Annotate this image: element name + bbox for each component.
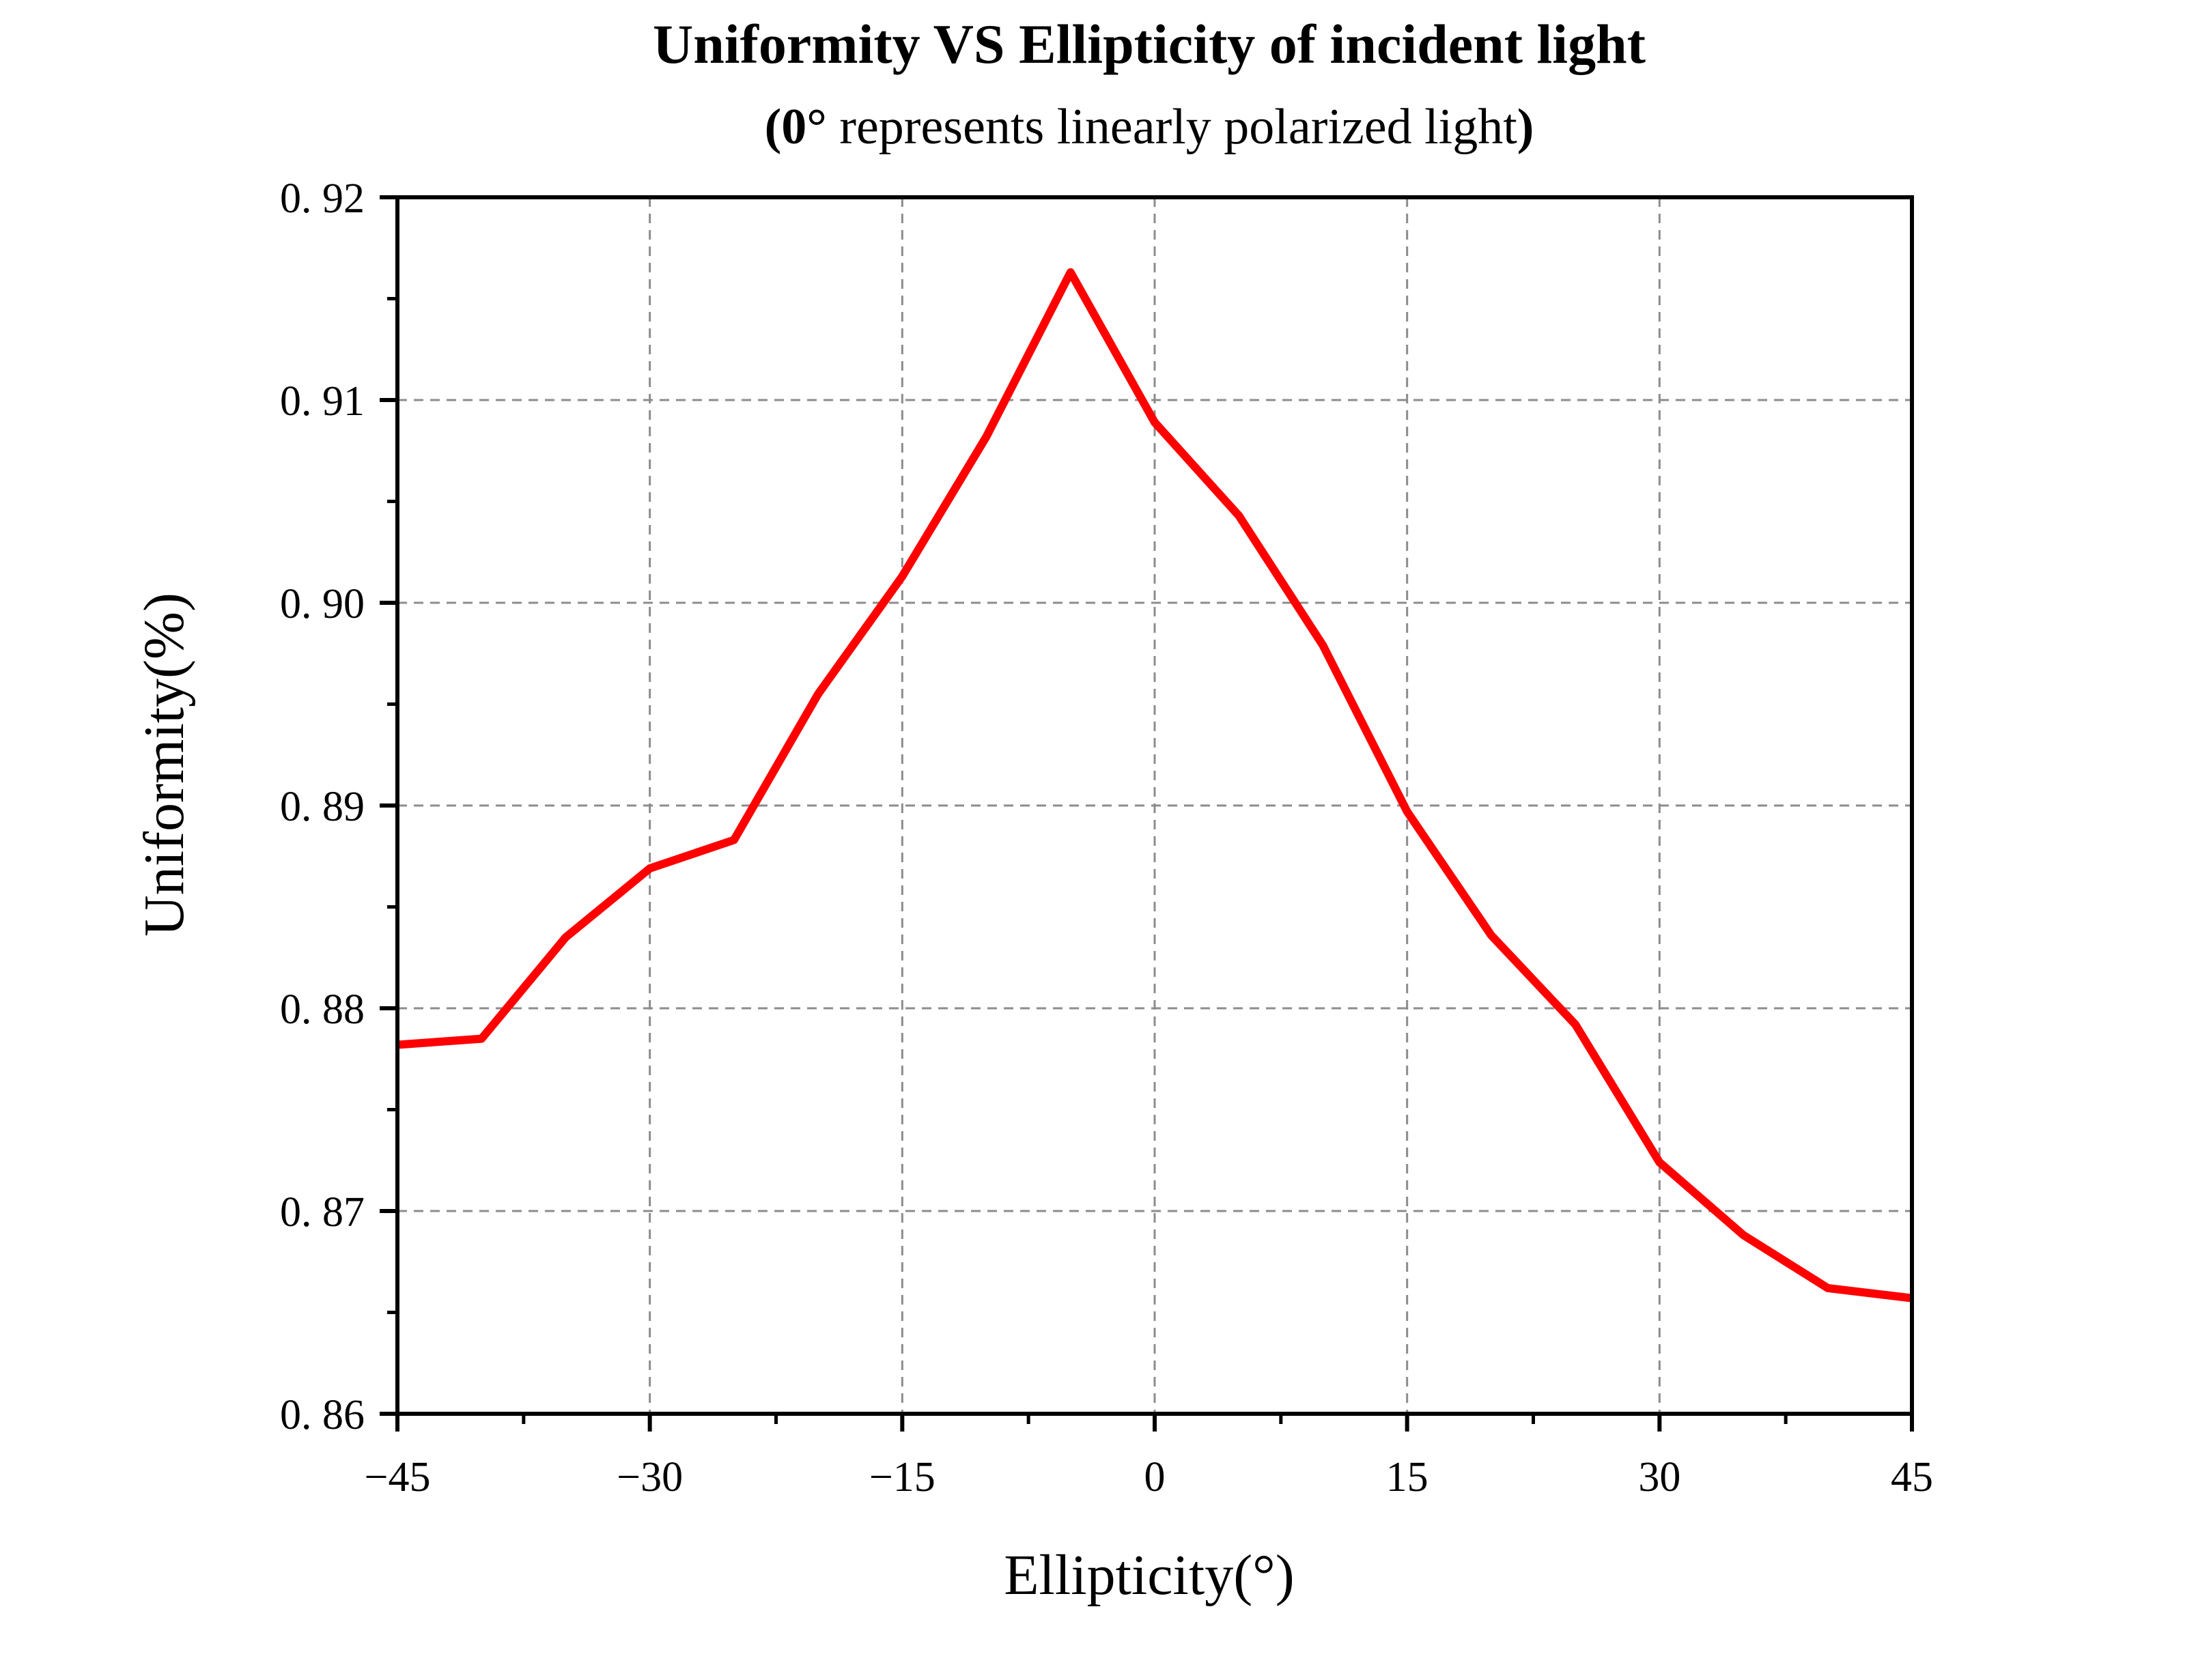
x-tick-label: 15 xyxy=(1386,1454,1428,1500)
subtitle-open-paren: ( xyxy=(765,99,782,155)
subtitle-text: represents linearly polarized light xyxy=(827,99,1517,155)
x-tick-labels: −45 −30 −15 0 15 30 45 xyxy=(365,1454,1933,1500)
y-tick-label: 0. 86 xyxy=(280,1392,365,1438)
x-tick-label: −15 xyxy=(869,1454,935,1500)
x-tick-label: 30 xyxy=(1638,1454,1680,1500)
y-tick-label: 0. 91 xyxy=(280,378,365,425)
x-axis-title: Ellipticity(°) xyxy=(1004,1543,1295,1607)
grid xyxy=(397,197,1912,1414)
y-tick-label: 0. 89 xyxy=(280,784,365,830)
data-series xyxy=(397,268,1913,1302)
y-tick-label: 0. 92 xyxy=(280,175,365,222)
axis-ticks xyxy=(380,195,1914,1432)
chart-title: Uniformity VS Ellipticity of incident li… xyxy=(653,13,1646,75)
x-tick-label: 45 xyxy=(1891,1454,1933,1500)
series-line xyxy=(397,268,1913,1302)
y-axis-title: Uniformity(%) xyxy=(132,593,196,937)
y-tick-label: 0. 88 xyxy=(280,986,365,1033)
y-tick-label: 0. 90 xyxy=(280,581,365,627)
x-tick-label: −30 xyxy=(617,1454,683,1500)
y-tick-labels: 0. 86 0. 87 0. 88 0. 89 0. 90 0. 91 0. 92 xyxy=(280,175,365,1438)
chart-subtitle: (0° represents linearly polarized light) xyxy=(765,99,1534,155)
subtitle-bold-part: 0° xyxy=(781,99,827,155)
subtitle-close-paren: ) xyxy=(1517,99,1534,155)
y-tick-label: 0. 87 xyxy=(280,1189,365,1236)
x-tick-label: −45 xyxy=(365,1454,431,1500)
x-tick-label: 0 xyxy=(1144,1454,1166,1500)
